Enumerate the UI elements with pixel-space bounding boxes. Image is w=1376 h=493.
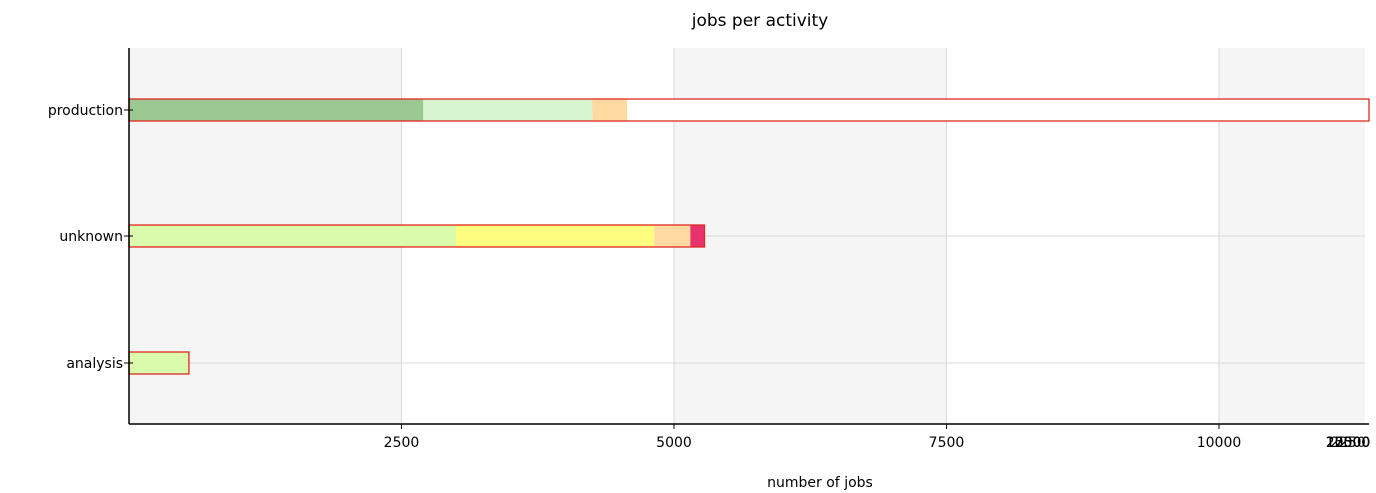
x-tick-label: 2500 xyxy=(384,435,420,451)
bar-segment-unknown xyxy=(129,225,456,247)
x-tick-label: 7500 xyxy=(929,435,965,451)
bar-segment-analysis xyxy=(129,352,189,374)
bar-segment-production xyxy=(627,99,1367,121)
x-ticks: 2500 5000 7500 10000 12500150001750020000225… xyxy=(384,424,1371,451)
bar-segment-production xyxy=(592,99,628,121)
bar-segment-unknown xyxy=(456,225,655,247)
y-ticks: production unknown analysis xyxy=(48,103,133,372)
bar-segment-unknown xyxy=(654,225,691,247)
x-tick-label: 2250 xyxy=(1330,435,1366,451)
bar-segment-unknown xyxy=(690,225,705,247)
x-tick-label: 5000 xyxy=(656,435,692,451)
bars xyxy=(128,98,1370,375)
x-tick-label: 17500 xyxy=(1326,435,1371,451)
x-tick-label: 12500 xyxy=(1326,435,1371,451)
x-tick-label: 20000 xyxy=(1326,435,1371,451)
x-axis-title: number of jobs xyxy=(767,475,873,491)
y-tick-label: analysis xyxy=(66,356,123,372)
y-tick-label: production xyxy=(48,103,123,119)
x-tick-label: 10000 xyxy=(1197,435,1242,451)
x-tick-label: 15000 xyxy=(1326,435,1371,451)
y-tick-label: unknown xyxy=(59,229,123,245)
bar-segment-production xyxy=(423,99,593,121)
bar-segment-production xyxy=(129,99,424,121)
chart-title: jobs per activity xyxy=(691,11,828,31)
